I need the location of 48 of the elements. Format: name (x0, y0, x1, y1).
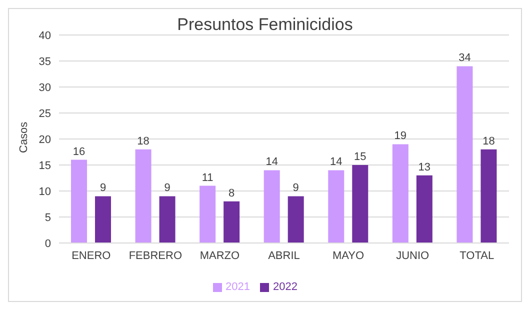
data-label: 9 (164, 182, 170, 194)
data-label: 14 (266, 156, 278, 168)
bar (135, 149, 152, 243)
y-tick-label: 40 (38, 30, 51, 42)
data-label: 9 (100, 182, 106, 194)
x-tick-label: MARZO (200, 250, 240, 262)
bar (71, 160, 87, 243)
bar (264, 170, 280, 243)
data-label: 15 (354, 151, 366, 163)
x-tick-label: ABRIL (268, 250, 300, 262)
y-tick-label: 35 (38, 56, 51, 68)
y-tick-label: 25 (38, 108, 51, 120)
y-tick-label: 20 (38, 134, 51, 146)
bar (480, 149, 497, 243)
y-tick-label: 30 (38, 82, 51, 94)
bar (200, 186, 216, 243)
x-tick-label: FEBRERO (128, 250, 182, 262)
y-axis-title: Casos (18, 121, 30, 153)
y-tick-label: 10 (38, 186, 51, 198)
bar (159, 196, 176, 243)
x-tick-label: JUNIO (396, 250, 430, 262)
data-label: 18 (137, 135, 150, 148)
data-label: 16 (72, 146, 86, 158)
bar (328, 170, 344, 243)
bar (416, 175, 432, 243)
bar (224, 201, 240, 243)
data-label: 9 (292, 182, 299, 194)
legend-label: 2021 (226, 281, 250, 293)
data-label: 34 (458, 52, 471, 64)
y-tick-label: 0 (44, 238, 51, 250)
data-label: 13 (418, 161, 431, 174)
data-label: 14 (330, 156, 342, 168)
y-tick-label: 15 (38, 160, 51, 172)
x-tick-label: TOTAL (460, 250, 494, 262)
bar (392, 144, 408, 243)
bar (288, 196, 304, 243)
chart-title: Presuntos Feminicidios (177, 15, 353, 34)
y-tick-label: 5 (44, 212, 51, 224)
data-label: 11 (202, 172, 214, 184)
data-label: 19 (394, 130, 407, 142)
data-label: 8 (228, 187, 235, 200)
data-label: 18 (482, 135, 495, 148)
bar (456, 66, 473, 243)
bar (352, 165, 368, 243)
legend-label: 2022 (273, 281, 298, 293)
x-tick-label: MAYO (332, 250, 365, 262)
bar (95, 196, 111, 243)
x-tick-label: ENERO (72, 250, 112, 262)
